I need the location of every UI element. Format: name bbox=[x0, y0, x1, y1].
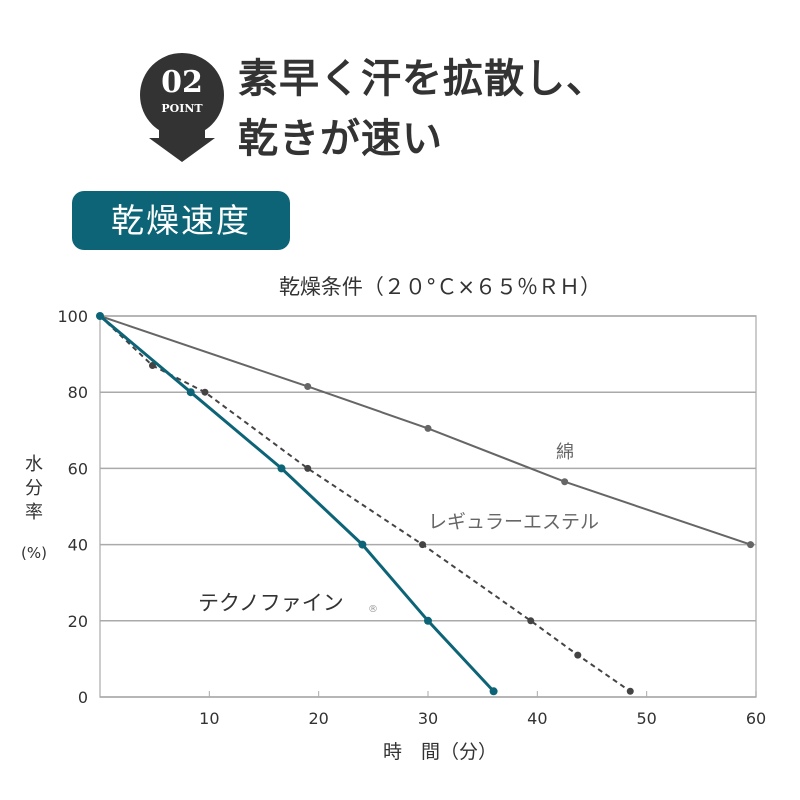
data-point bbox=[148, 362, 156, 370]
chart-title: 乾燥条件（２０°Ｃ×６５％ＲＨ） bbox=[279, 275, 601, 299]
y-label-3: (%) bbox=[21, 544, 47, 562]
y-tick-label: 100 bbox=[57, 307, 88, 326]
data-point bbox=[574, 651, 582, 659]
y-axis-label: 水 分 率 (%) bbox=[21, 454, 47, 562]
y-label-0: 水 bbox=[25, 454, 43, 475]
data-point bbox=[201, 388, 209, 396]
label-technofine: テクノファイン bbox=[198, 591, 344, 615]
data-point bbox=[96, 312, 104, 320]
x-tick-label: 30 bbox=[418, 709, 438, 728]
heading-line-2: 乾きが速い bbox=[238, 116, 443, 162]
series-line-2 bbox=[99, 314, 495, 693]
x-tick-label: 60 bbox=[746, 709, 766, 728]
x-axis-label: 時 間（分） bbox=[383, 741, 497, 763]
section-label: 乾燥速度 bbox=[72, 191, 290, 250]
data-point bbox=[747, 541, 755, 549]
x-tick-label: 50 bbox=[636, 709, 656, 728]
data-point bbox=[304, 464, 312, 472]
x-tick-label: 40 bbox=[527, 709, 547, 728]
y-tick-label: 20 bbox=[68, 612, 88, 631]
heading-line-1: 素早く汗を拡散し、 bbox=[238, 56, 607, 102]
label-cotton: 綿 bbox=[556, 442, 574, 463]
y-tick-label: 60 bbox=[68, 459, 88, 478]
label-regular-ester: レギュラーエステル bbox=[428, 511, 599, 533]
data-point bbox=[527, 617, 535, 625]
badge-label: POINT bbox=[161, 102, 203, 115]
series-line-1 bbox=[99, 315, 631, 693]
data-point bbox=[561, 478, 569, 486]
data-point bbox=[358, 540, 367, 549]
plot-frame bbox=[99, 315, 757, 698]
y-tick-label: 40 bbox=[68, 536, 88, 555]
point-badge-icon: 02 POINT bbox=[140, 53, 224, 162]
data-point bbox=[277, 464, 286, 473]
y-tick-label: 0 bbox=[78, 688, 88, 707]
data-point bbox=[304, 382, 312, 390]
y-label-2: 率 bbox=[25, 502, 43, 523]
data-point bbox=[424, 424, 432, 432]
data-point bbox=[186, 388, 195, 397]
x-tick-label: 20 bbox=[308, 709, 328, 728]
data-point bbox=[424, 616, 432, 625]
data-point bbox=[419, 541, 427, 549]
y-tick-label: 80 bbox=[68, 383, 88, 402]
y-label-1: 分 bbox=[25, 478, 43, 499]
x-tick-label: 10 bbox=[199, 709, 219, 728]
registered-mark: ® bbox=[368, 604, 378, 615]
data-point bbox=[626, 687, 634, 695]
badge-number: 02 bbox=[161, 65, 203, 100]
data-point bbox=[489, 687, 498, 696]
